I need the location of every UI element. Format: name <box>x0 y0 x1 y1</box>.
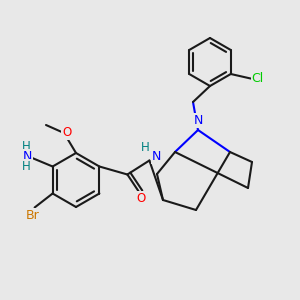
Text: Cl: Cl <box>252 73 264 85</box>
Text: N: N <box>193 113 203 127</box>
Text: N: N <box>152 150 161 163</box>
Text: O: O <box>137 192 146 205</box>
Text: Br: Br <box>26 209 40 222</box>
Text: H: H <box>141 141 150 154</box>
Text: H: H <box>22 160 31 173</box>
Text: H: H <box>22 140 31 153</box>
Text: O: O <box>62 127 72 140</box>
Text: N: N <box>23 150 32 163</box>
